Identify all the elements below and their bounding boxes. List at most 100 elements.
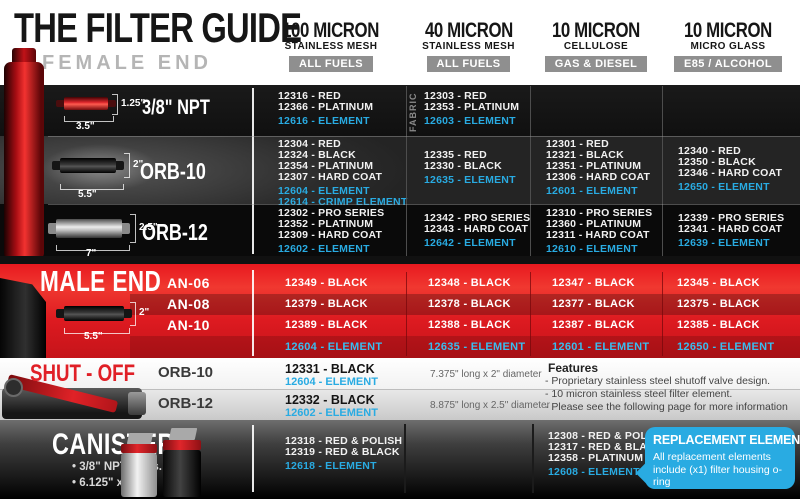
- dimension-line: [64, 116, 114, 122]
- dimension-line: [56, 245, 130, 251]
- row-label-orb10: ORB-10: [140, 158, 206, 184]
- npt-filter-icon: [56, 97, 116, 110]
- male-filter-icon: [56, 306, 132, 321]
- cell-orb10-40micron: 12335 - RED 12330 - BLACK 12635 - ELEMENT: [424, 149, 516, 186]
- row-label-an06: AN-06: [167, 275, 210, 291]
- canister-cap: [121, 444, 157, 453]
- cell-an10-cellulose: 12387 - BLACK: [552, 319, 635, 331]
- dimension-width: 5.5": [78, 189, 97, 200]
- column-header-40-micron: 40 MICRON STAINLESS MESH ALL FUELS: [407, 20, 530, 72]
- dimension-width: 5.5": [84, 331, 103, 342]
- dimension-height: 2": [133, 159, 144, 170]
- column-divider: [662, 272, 663, 356]
- cell-an10-100micron: 12389 - BLACK: [285, 319, 368, 331]
- cell-male-element-100micron: 12604 - ELEMENT: [285, 341, 383, 353]
- cell-an06-40micron: 12348 - BLACK: [428, 277, 511, 289]
- callout-title: REPLACEMENT ELEMENTS: [653, 433, 800, 447]
- column-divider: [404, 424, 406, 493]
- cell-an10-microglass: 12385 - BLACK: [677, 319, 760, 331]
- cell-npt-100micron: 12316 - RED 12366 - PLATINUM 12616 - ELEME…: [278, 90, 374, 127]
- cell-orb12-100micron: 12302 - PRO SERIES 12352 - PLATINUM 12309 …: [278, 207, 385, 255]
- row-orb12: [0, 204, 800, 256]
- shutoff-orb10-element: 12604 - ELEMENT: [285, 376, 378, 388]
- fuel-badge: ALL FUELS: [289, 56, 373, 72]
- dimension-line: [130, 302, 136, 326]
- column-divider: [532, 424, 534, 493]
- replacement-elements-callout: REPLACEMENT ELEMENTS All replacement ele…: [645, 427, 800, 489]
- page-title: THE FILTER GUIDE: [14, 4, 302, 51]
- cell-male-element-40micron: 12635 - ELEMENT: [428, 341, 526, 353]
- label-data-divider: [252, 425, 254, 492]
- cell-an06-cellulose: 12347 - BLACK: [552, 277, 635, 289]
- cell-orb10-cellulose: 12301 - RED 12321 - BLACK 12351 - PLATINUM…: [546, 138, 651, 197]
- cell-male-element-cellulose: 12601 - ELEMENT: [552, 341, 650, 353]
- cell-canister-100micron: 12318 - RED & POLISH 12319 - RED & BLACK 1…: [285, 435, 403, 472]
- label-data-divider: [252, 88, 254, 254]
- fabric-tag: FABRIC: [408, 92, 418, 133]
- shutoff-valve-tip: [128, 392, 146, 415]
- column-media: STAINLESS MESH: [284, 41, 378, 52]
- cell-orb12-40micron: 12342 - PRO SERIES 12343 - HARD COAT 12642…: [424, 212, 531, 249]
- canister-bracket: [126, 433, 154, 444]
- column-header-10-micron-micro-glass: 10 MICRON MICRO GLASS E85 / ALCOHOL: [662, 20, 794, 72]
- column-divider: [662, 86, 663, 256]
- fuel-badge: E85 / ALCOHOL: [674, 56, 782, 72]
- cell-orb12-microglass: 12339 - PRO SERIES 12341 - HARD COAT 12639…: [678, 212, 785, 249]
- column-micron: 10 MICRON: [552, 19, 640, 42]
- row-divider: [48, 136, 800, 137]
- shutoff-row-orb10: [0, 358, 800, 389]
- row-label-shutoff-orb12: ORB-12: [158, 395, 214, 412]
- dimension-height: 2.5": [139, 222, 158, 233]
- fuel-badge: ALL FUELS: [426, 56, 511, 72]
- column-micron: 40 MICRON: [424, 19, 513, 42]
- cell-an08-microglass: 12375 - BLACK: [677, 298, 760, 310]
- dimension-line: [60, 184, 124, 190]
- cell-canister-cellulose: 12308 - RED & POLISH 12317 - RED & BLACK 1…: [548, 430, 666, 478]
- label-data-divider: [252, 270, 254, 356]
- shutoff-orb12-part: 12332 - BLACK: [285, 393, 375, 407]
- shutoff-valve-pivot: [4, 378, 23, 397]
- shutoff-title: SHUT - OFF: [30, 360, 136, 387]
- feature-item: - Proprietary stainless steel shutoff va…: [545, 375, 771, 387]
- dimension-line: [130, 214, 136, 243]
- cell-orb10-100micron: 12304 - RED 12324 - BLACK 12354 - PLATINUM…: [278, 138, 408, 208]
- dimension-line: [112, 94, 118, 115]
- cell-orb10-microglass: 12340 - RED 12350 - BLACK 12346 - HARD COA…: [678, 145, 783, 193]
- cell-an06-microglass: 12345 - BLACK: [677, 277, 760, 289]
- cell-orb12-cellulose: 12310 - PRO SERIES 12360 - PLATINUM 12311 …: [546, 207, 653, 255]
- row-label-an08: AN-08: [167, 296, 210, 312]
- row-divider: [48, 204, 800, 205]
- callout-body: All replacement elements include (x1) fi…: [653, 451, 782, 488]
- feature-item: - 10 micron stainless steel filter eleme…: [545, 388, 733, 400]
- red-filter-photo: [4, 62, 44, 260]
- column-header-10-micron-cellulose: 10 MICRON CELLULOSE GAS & DIESEL: [532, 20, 660, 72]
- column-divider: [530, 272, 531, 356]
- row-label-npt: 3/8" NPT: [142, 96, 210, 119]
- cell-an08-40micron: 12378 - BLACK: [428, 298, 511, 310]
- canister-photo-black: [163, 450, 201, 497]
- dimension-height: 1.25": [121, 98, 146, 109]
- cell-an06-100micron: 12349 - BLACK: [285, 277, 368, 289]
- cell-an08-cellulose: 12377 - BLACK: [552, 298, 635, 310]
- element-row-band: [130, 336, 800, 358]
- cell-an08-100micron: 12379 - BLACK: [285, 298, 368, 310]
- dimension-line: [124, 153, 130, 178]
- column-media: CELLULOSE: [563, 41, 629, 52]
- column-micron: 10 MICRON: [684, 19, 772, 42]
- canister-photo-silver: [121, 453, 157, 497]
- column-divider: [406, 272, 407, 356]
- dimension-width: 3.5": [76, 121, 95, 132]
- column-media: MICRO GLASS: [690, 41, 766, 52]
- column-media: STAINLESS MESH: [422, 41, 515, 52]
- dimension-width: 7": [86, 248, 97, 259]
- feature-item: - Please see the following page for more…: [545, 401, 788, 413]
- row-label-an10: AN-10: [167, 317, 210, 333]
- shutoff-orb12-element: 12602 - ELEMENT: [285, 407, 378, 419]
- row-label-shutoff-orb10: ORB-10: [158, 364, 214, 381]
- dimension-line: [64, 328, 130, 334]
- shutoff-orb10-part: 12331 - BLACK: [285, 362, 375, 376]
- canister-cap: [163, 440, 201, 450]
- shutoff-orb12-size: 8.875" long x 2.5" diameter: [430, 400, 550, 411]
- column-header-100-micron: 100 MICRON STAINLESS MESH ALL FUELS: [257, 20, 405, 72]
